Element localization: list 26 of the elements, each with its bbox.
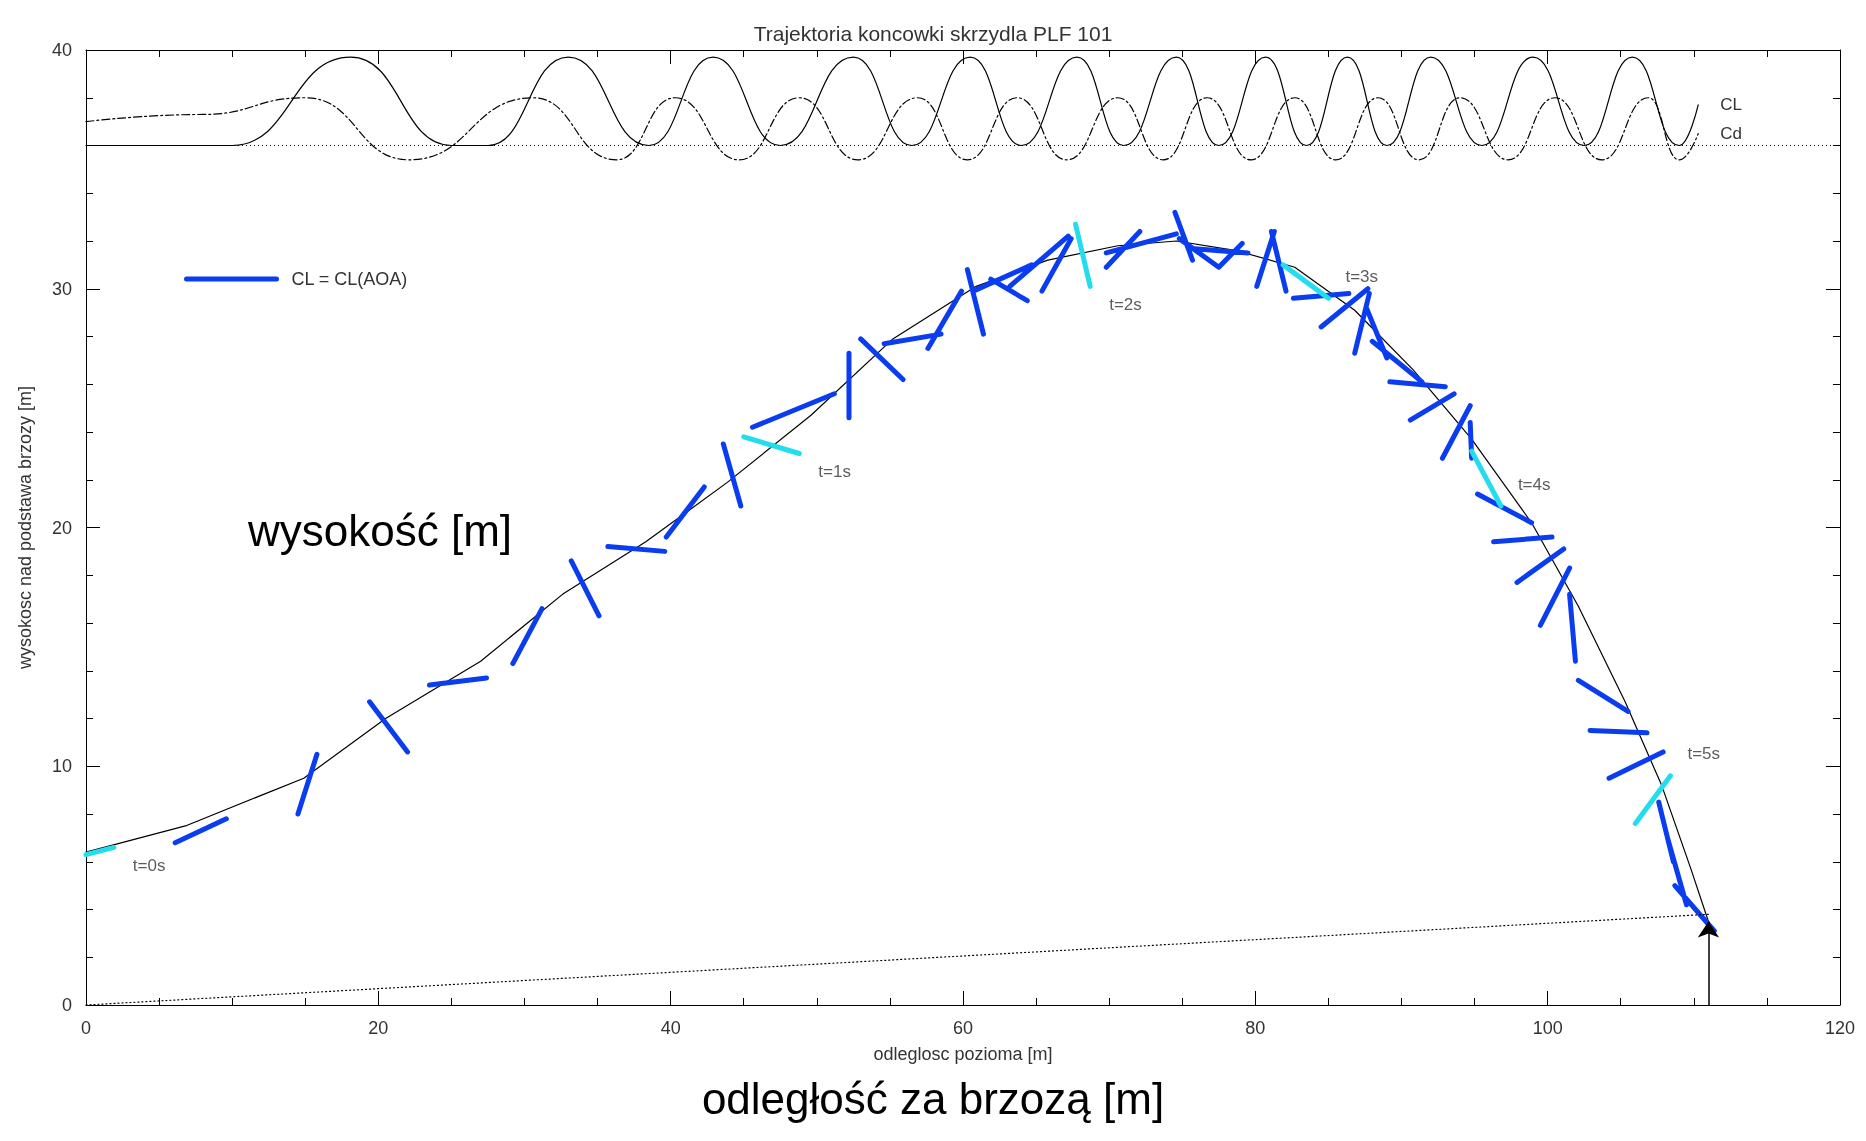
annotation: t=2s [1109,294,1142,314]
x-tick-label: 20 [368,1018,389,1038]
series-label: CL [1720,95,1742,115]
legend-label: CL = CL(AOA) [291,269,408,289]
y-tick-label: 10 [51,756,72,777]
y-axis-title: wysokosc nad podstawa brzozy [m] [15,385,35,671]
annotation: t=5s [1687,744,1721,764]
x-tick-label: 60 [952,1018,974,1038]
annotation: wysokość [m] [247,505,513,555]
annotation: t=3s [1345,266,1379,286]
y-tick-label: 30 [51,278,72,299]
annotation: t=1s [818,461,851,481]
text: odległość za brzozą [m] [701,1073,1165,1123]
x-tick-label: 0 [80,1018,92,1038]
x-tick-label: 120 [1824,1018,1856,1038]
y-tick-label: 20 [51,517,72,538]
series-label: Cd [1720,124,1742,144]
y-tick-label: 40 [51,40,72,60]
chart-title: Trajektoria koncowki skrzydla PLF 101 [753,22,1113,45]
x-tick-label: 80 [1245,1018,1266,1038]
y-tick-label: 0 [61,995,72,1015]
annotation: t=4s [1517,474,1551,494]
annotation: t=0s [132,855,166,875]
x-tick-label: 40 [660,1018,681,1038]
x-tick-label: 100 [1532,1018,1563,1038]
x-axis-title: odleglosc pozioma [m] [873,1044,1053,1064]
